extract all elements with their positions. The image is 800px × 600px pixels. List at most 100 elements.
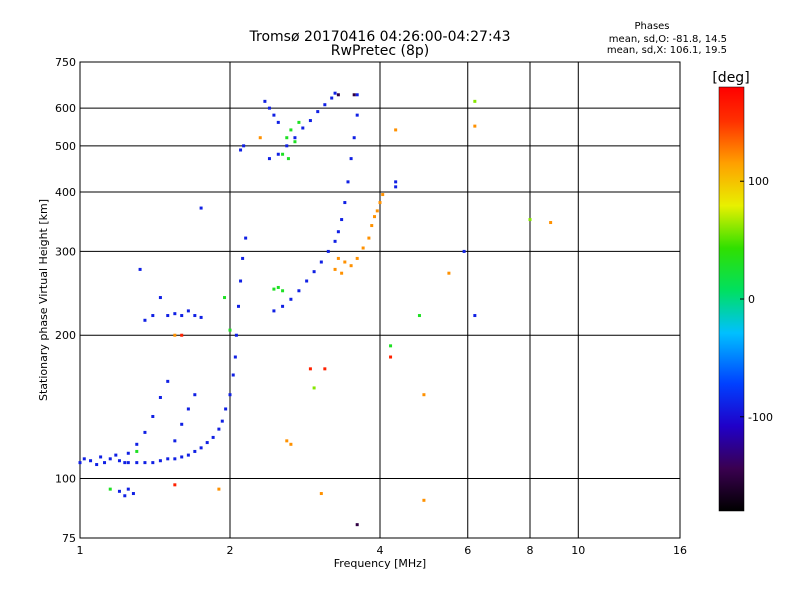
echo-point [305,279,309,283]
x-tick-label: 10 [571,544,585,557]
echo-point [258,136,262,140]
y-tick-label: 500 [55,140,76,153]
echo-point [239,279,243,283]
echo-point [333,267,337,271]
echo-point [151,314,155,318]
echo-point [285,136,289,140]
echo-point [286,157,290,161]
echo-point [95,463,99,467]
echo-point [422,393,426,397]
echo-point [108,487,112,491]
colorbar-label: [deg] [712,70,749,86]
echo-point [186,309,190,313]
echo-point [228,393,232,397]
echo-point [138,267,142,271]
echo-point [224,407,228,411]
echo-point [289,297,293,301]
echo-point [173,312,177,316]
echo-point [276,285,280,289]
echo-point [319,260,323,264]
colorbar-tick-label: 100 [748,175,769,188]
echo-point [473,124,477,128]
echo-point [143,430,147,434]
stats-header: Phases [634,21,669,32]
echo-point [343,260,347,264]
echo-point [289,128,293,132]
x-tick-label: 6 [464,544,471,557]
echo-point [217,487,221,491]
echo-point [340,271,344,275]
echo-point [135,461,139,465]
echo-point [333,91,337,95]
echo-point [231,373,235,377]
echo-point [301,126,305,130]
echo-point [236,304,240,308]
echo-point [285,439,289,443]
echo-point [316,110,320,114]
echo-point [297,120,301,124]
echo-point [126,487,130,491]
echo-point [319,492,323,496]
echo-point [199,206,203,210]
echo-point [126,461,130,465]
echo-point [352,136,356,140]
echo-point [228,328,232,332]
echo-point [355,256,359,260]
echo-point [343,201,347,205]
echo-point [211,435,215,439]
echo-point [173,457,177,461]
echo-point [349,157,353,161]
echo-point [373,215,377,219]
echo-point [417,314,421,318]
echo-point [308,367,312,371]
echo-point [158,296,162,300]
y-tick-label: 300 [55,245,76,258]
echo-point [117,459,121,463]
echo-point [355,523,359,527]
echo-point [186,407,190,411]
echo-point [549,221,553,225]
echo-point [422,498,426,502]
y-tick-label: 400 [55,186,76,199]
echo-point [126,451,130,455]
echo-point [103,461,107,465]
echo-point [370,224,374,228]
echo-point [394,128,398,132]
echo-point [239,148,243,152]
echo-point [89,459,93,463]
echo-point [143,318,147,322]
echo-point [528,218,532,222]
x-axis: 1 2 4 6 8 10 16 [77,544,688,557]
echo-point [151,414,155,418]
y-axis: 75 100 200 300 400 500 600 750 [55,56,76,545]
echo-point [217,427,221,431]
echo-point [180,333,184,337]
x-tick-label: 4 [377,544,384,557]
echo-point [346,180,350,184]
echo-point [173,333,177,337]
echo-point [378,201,382,205]
echo-point [193,449,197,453]
echo-point [108,457,112,461]
echo-point [131,492,135,496]
echo-point [276,152,280,156]
echo-point [367,236,371,240]
echo-point [263,99,267,103]
echo-point [289,442,293,446]
echo-point [117,489,121,493]
echo-point [244,236,248,240]
x-tick-label: 16 [673,544,687,557]
echo-point [285,144,289,148]
echo-point [143,461,147,465]
grid [80,62,680,538]
echo-point [199,446,203,450]
echo-point [123,461,127,465]
echo-point [272,113,276,117]
data-points [78,91,553,527]
colorbar-tick-label: -100 [748,411,773,424]
echo-point [267,106,271,110]
echo-point [375,209,379,213]
echo-point [281,304,285,308]
echo-point [166,457,170,461]
echo-point [242,144,246,148]
